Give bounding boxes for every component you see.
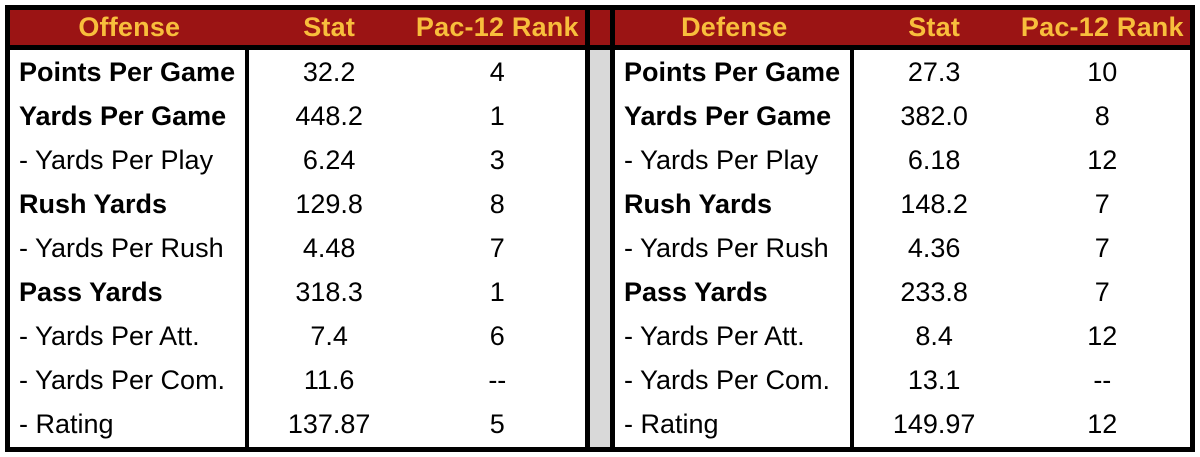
rank-value: 7 bbox=[1094, 188, 1110, 219]
rank-value: 7 bbox=[1094, 277, 1110, 308]
stat-value: 148.2 bbox=[900, 188, 968, 219]
table-row: - Rating 149.97 12 bbox=[615, 402, 1190, 447]
defense-header-row: Defense Stat Pac-12 Rank bbox=[615, 10, 1190, 50]
row-label: - Yards Per Rush bbox=[10, 226, 249, 271]
table-row: - Yards Per Play 6.18 12 bbox=[615, 138, 1190, 183]
stat-value: 8.4 bbox=[915, 321, 953, 352]
stat-value: 6.24 bbox=[302, 144, 356, 175]
table-row: - Yards Per Rush 4.48 7 bbox=[10, 226, 585, 271]
stat-value: 448.2 bbox=[295, 100, 363, 131]
row-label: - Yards Per Com. bbox=[615, 358, 854, 403]
offense-header-row: Offense Stat Pac-12 Rank bbox=[10, 10, 585, 50]
rank-value: 12 bbox=[1087, 409, 1118, 440]
table-row: Pass Yards 318.3 1 bbox=[10, 270, 585, 315]
rank-value: 12 bbox=[1087, 321, 1118, 352]
row-label: - Yards Per Att. bbox=[10, 314, 249, 359]
rank-value: 5 bbox=[489, 409, 505, 440]
row-label: Rush Yards bbox=[615, 182, 854, 227]
row-label: - Yards Per Att. bbox=[615, 314, 854, 359]
rank-value: 8 bbox=[1094, 100, 1110, 131]
row-label: - Yards Per Play bbox=[10, 138, 249, 183]
stat-value: 13.1 bbox=[907, 365, 961, 396]
row-label: Pass Yards bbox=[10, 270, 249, 315]
stat-value: 27.3 bbox=[907, 56, 961, 87]
row-label: Points Per Game bbox=[615, 50, 854, 95]
offense-header-label: Offense bbox=[78, 12, 181, 42]
row-label: Pass Yards bbox=[615, 270, 854, 315]
table-row: - Yards Per Att. 7.4 6 bbox=[10, 314, 585, 359]
rank-value: 1 bbox=[489, 100, 505, 131]
stat-value: 6.18 bbox=[907, 144, 961, 175]
row-label: - Rating bbox=[615, 402, 854, 447]
row-label: Points Per Game bbox=[10, 50, 249, 95]
row-label: Yards Per Game bbox=[615, 94, 854, 139]
row-label: Yards Per Game bbox=[10, 94, 249, 139]
row-label: - Yards Per Rush bbox=[615, 226, 854, 271]
rank-value: 7 bbox=[489, 232, 505, 263]
table-separator bbox=[585, 10, 615, 447]
rank-value: 7 bbox=[1094, 232, 1110, 263]
rank-value: 1 bbox=[489, 277, 505, 308]
table-row: Points Per Game 32.2 4 bbox=[10, 50, 585, 95]
offense-header-rank: Pac-12 Rank bbox=[415, 12, 579, 42]
stat-value: 129.8 bbox=[295, 188, 363, 219]
stats-comparison-table: Offense Stat Pac-12 Rank Points Per Game… bbox=[5, 5, 1195, 452]
stat-value: 149.97 bbox=[892, 409, 976, 440]
table-row: Pass Yards 233.8 7 bbox=[615, 270, 1190, 315]
separator-body-segment bbox=[590, 50, 610, 447]
stat-value: 4.48 bbox=[302, 232, 356, 263]
stat-value: 233.8 bbox=[900, 277, 968, 308]
rank-value: 3 bbox=[489, 144, 505, 175]
defense-table: Defense Stat Pac-12 Rank Points Per Game… bbox=[615, 10, 1190, 447]
row-label: - Yards Per Com. bbox=[10, 358, 249, 403]
stat-value: 32.2 bbox=[302, 56, 356, 87]
table-row: - Yards Per Com. 13.1 -- bbox=[615, 358, 1190, 403]
stat-value: 137.87 bbox=[287, 409, 371, 440]
rank-value: -- bbox=[488, 365, 507, 396]
table-row: - Yards Per Com. 11.6 -- bbox=[10, 358, 585, 403]
table-row: Yards Per Game 382.0 8 bbox=[615, 94, 1190, 139]
table-row: - Yards Per Rush 4.36 7 bbox=[615, 226, 1190, 271]
table-row: Yards Per Game 448.2 1 bbox=[10, 94, 585, 139]
defense-header-rank: Pac-12 Rank bbox=[1020, 12, 1184, 42]
rank-value: 8 bbox=[489, 188, 505, 219]
rank-value: 6 bbox=[489, 321, 505, 352]
stat-value: 7.4 bbox=[310, 321, 348, 352]
table-row: - Yards Per Att. 8.4 12 bbox=[615, 314, 1190, 359]
defense-header-label: Defense bbox=[681, 12, 788, 42]
rank-value: 4 bbox=[489, 56, 505, 87]
table-row: Points Per Game 27.3 10 bbox=[615, 50, 1190, 95]
row-label: - Rating bbox=[10, 402, 249, 447]
offense-header-stat: Stat bbox=[303, 12, 356, 42]
rank-value: -- bbox=[1093, 365, 1112, 396]
separator-header-segment bbox=[590, 10, 610, 50]
rank-value: 12 bbox=[1087, 144, 1118, 175]
stat-value: 318.3 bbox=[295, 277, 363, 308]
offense-table-body: Points Per Game 32.2 4 Yards Per Game 44… bbox=[10, 50, 585, 447]
defense-header-stat: Stat bbox=[908, 12, 961, 42]
row-label: - Yards Per Play bbox=[615, 138, 854, 183]
stat-value: 4.36 bbox=[907, 232, 961, 263]
stat-value: 11.6 bbox=[303, 365, 355, 396]
table-row: - Rating 137.87 5 bbox=[10, 402, 585, 447]
table-row: Rush Yards 129.8 8 bbox=[10, 182, 585, 227]
stat-value: 382.0 bbox=[900, 100, 968, 131]
row-label: Rush Yards bbox=[10, 182, 249, 227]
defense-table-body: Points Per Game 27.3 10 Yards Per Game 3… bbox=[615, 50, 1190, 447]
table-row: - Yards Per Play 6.24 3 bbox=[10, 138, 585, 183]
offense-table: Offense Stat Pac-12 Rank Points Per Game… bbox=[10, 10, 585, 447]
rank-value: 10 bbox=[1087, 56, 1118, 87]
table-row: Rush Yards 148.2 7 bbox=[615, 182, 1190, 227]
